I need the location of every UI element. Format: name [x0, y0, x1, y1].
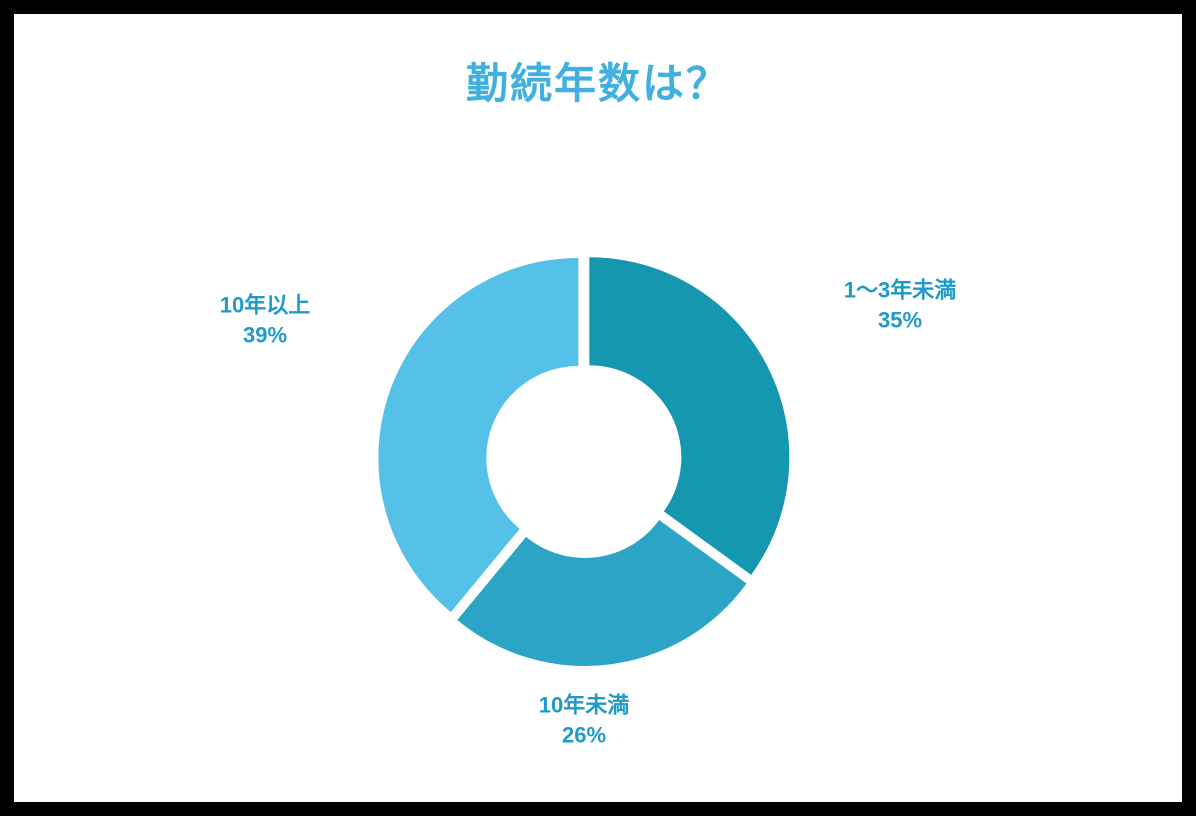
slice-label: 1〜3年未満35%	[844, 275, 956, 334]
slice-label: 10年以上39%	[220, 290, 310, 349]
chart-area: 1〜3年未満35% 10年未満26% 10年以上39%	[14, 144, 1182, 802]
donut-slice	[589, 257, 789, 575]
chart-card: 勤続年数は？ 1〜3年未満35% 10年未満26% 10年以上39%	[14, 14, 1182, 802]
chart-title: 勤続年数は？	[14, 50, 1182, 111]
slice-label: 10年未満26%	[539, 690, 629, 749]
